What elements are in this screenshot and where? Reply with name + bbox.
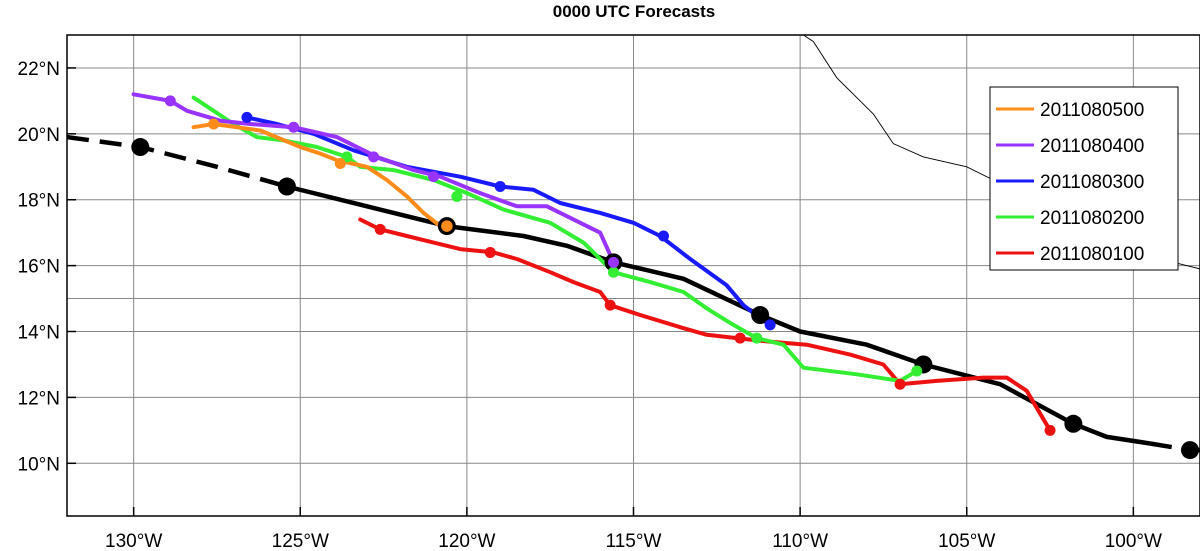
best-track-dashed-start: [67, 134, 288, 189]
forecast-marker-2011080400: [428, 171, 440, 183]
forecast-marker-2011080200: [608, 266, 620, 278]
x-tick-label: 125°W: [272, 531, 329, 551]
best-track-marker: [1064, 414, 1083, 433]
legend-label-2011080500: 2011080500: [1040, 100, 1144, 121]
forecast-marker-2011080300: [764, 319, 776, 331]
legend-label-2011080100: 2011080100: [1040, 244, 1144, 265]
forecast-track-2011080400: [131, 92, 616, 265]
legend-label-2011080400: 2011080400: [1040, 136, 1144, 157]
x-tick-label: 130°W: [105, 531, 162, 551]
forecast-track-2011080100: [358, 217, 1052, 433]
best-track-marker: [131, 138, 150, 157]
forecast-marker-2011080400: [368, 151, 380, 163]
forecast-marker-2011080100: [604, 299, 616, 311]
forecast-marker-2011080400: [608, 256, 620, 268]
y-tick-label: 18°N: [18, 191, 60, 212]
forecast-marker-2011080100: [894, 378, 906, 390]
forecast-marker-2011080400: [164, 95, 176, 107]
y-tick-label: 20°N: [18, 125, 60, 146]
x-tick-label: 100°W: [1105, 531, 1162, 551]
forecast-marker-2011080300: [657, 230, 669, 242]
best-track-marker: [1181, 441, 1200, 460]
y-axis-ticks: 10°N 12°N 14°N 16°N 18°N 20°N 22°N: [18, 59, 76, 475]
forecast-marker-2011080100: [484, 246, 496, 258]
map-title: 0000 UTC Forecasts: [553, 2, 716, 21]
forecast-track-2011080300: [244, 115, 773, 327]
legend-label-2011080300: 2011080300: [1040, 172, 1144, 193]
legend: 2011080500 2011080400 2011080300 2011080200…: [989, 86, 1179, 271]
y-tick-label: 16°N: [18, 257, 60, 278]
x-tick-label: 115°W: [606, 531, 662, 551]
forecast-marker-2011080200: [911, 365, 923, 377]
x-axis-ticks: 130°W 125°W 120°W 115°W 110°W 105°W 100°W: [105, 507, 1162, 551]
legend-label-2011080200: 2011080200: [1040, 208, 1144, 229]
forecast-marker-2011080500: [438, 217, 456, 235]
x-tick-label: 110°W: [772, 531, 828, 551]
y-tick-label: 22°N: [18, 59, 60, 80]
legend-box: [989, 86, 1179, 271]
best-track-marker: [277, 177, 296, 196]
y-tick-label: 12°N: [18, 388, 60, 409]
y-tick-label: 10°N: [18, 454, 60, 475]
forecast-marker-2011080200: [451, 190, 463, 202]
forecast-marker-2011080500: [334, 157, 346, 169]
forecast-marker-2011080100: [1044, 424, 1056, 436]
forecast-marker-2011080300: [241, 111, 253, 123]
x-tick-label: 105°W: [938, 531, 995, 551]
forecast-marker-2011080200: [751, 332, 763, 344]
y-tick-label: 14°N: [18, 323, 60, 344]
track-layer: [67, 92, 1200, 460]
forecast-marker-2011080400: [288, 121, 300, 133]
forecast-marker-2011080500: [208, 118, 220, 130]
forecast-marker-2011080300: [494, 181, 506, 193]
forecast-marker-2011080100: [734, 332, 746, 344]
best-track-marker: [751, 306, 770, 325]
forecast-marker-2011080100: [374, 223, 386, 235]
x-tick-label: 120°W: [438, 531, 495, 551]
